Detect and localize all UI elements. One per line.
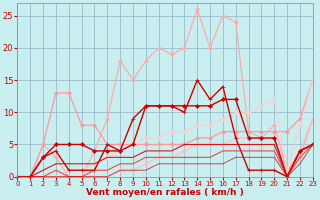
- X-axis label: Vent moyen/en rafales ( km/h ): Vent moyen/en rafales ( km/h ): [86, 188, 244, 197]
